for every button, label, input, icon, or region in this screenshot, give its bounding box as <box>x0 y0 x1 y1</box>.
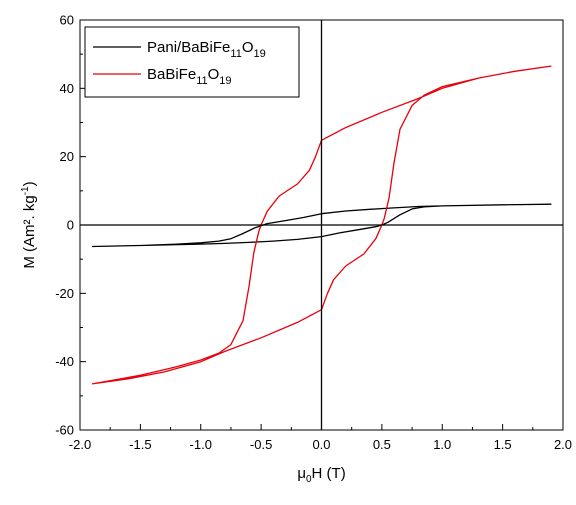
y-axis-title: M (Am². kg-1) <box>20 181 38 268</box>
series-line-0 <box>92 203 552 248</box>
legend-box <box>84 26 300 98</box>
legend-label-part: Pani/BaBiFe <box>147 39 230 56</box>
series-layer <box>91 65 552 385</box>
y-axis-title-close: ) <box>21 181 38 186</box>
x-axis-title-base: μ <box>297 465 306 482</box>
y-tick-label: -20 <box>55 286 74 301</box>
x-tick-label: -1.5 <box>129 437 151 452</box>
legend-label-part: O <box>208 66 220 83</box>
series-line-1 <box>91 65 552 385</box>
legend-label-part: O <box>242 39 254 56</box>
y-tick-label: 40 <box>60 81 74 96</box>
y-axis-title-text: M (Am². kg <box>21 195 38 268</box>
reference-lines <box>80 20 563 430</box>
y-tick-label: -40 <box>55 354 74 369</box>
y-tick-label: 60 <box>60 13 74 28</box>
legend-label-part: BaBiFe <box>147 66 196 83</box>
x-axis-title-rest: H (T) <box>312 465 346 482</box>
x-tick-label: 1.0 <box>433 437 451 452</box>
ticks-layer: -2.0 -1.5 -1.0 -0.5 0.0 0.5 1.0 1.5 2.0 -60 -40 -20… <box>55 13 572 453</box>
labels-layer: μ0H (T)M (Am². kg-1) <box>20 181 346 485</box>
x-tick-label: 0.0 <box>312 437 330 452</box>
legend-label-part: 19 <box>219 75 231 87</box>
x-tick-label: -0.5 <box>250 437 272 452</box>
y-tick-label: -60 <box>55 423 74 438</box>
legend-label-0: Pani/BaBiFe11O19 <box>147 39 266 60</box>
x-tick-label: -1.0 <box>190 437 212 452</box>
x-axis-title: μ0H (T) <box>297 465 345 485</box>
x-tick-label: 1.5 <box>494 437 512 452</box>
legend-label-part: 11 <box>230 48 241 60</box>
x-tick-label: 2.0 <box>554 437 572 452</box>
legend-label-1: BaBiFe11O19 <box>147 66 232 87</box>
y-tick-label: 0 <box>67 218 74 233</box>
y-tick-label: 20 <box>60 149 74 164</box>
legend-label-part: 11 <box>196 75 207 87</box>
legend-label-part: 19 <box>253 48 265 60</box>
x-tick-label: 0.5 <box>373 437 391 452</box>
x-axis-title-sub: 0 <box>306 474 312 485</box>
x-tick-label: -2.0 <box>69 437 91 452</box>
y-axis-title-sup: -1 <box>20 186 31 195</box>
